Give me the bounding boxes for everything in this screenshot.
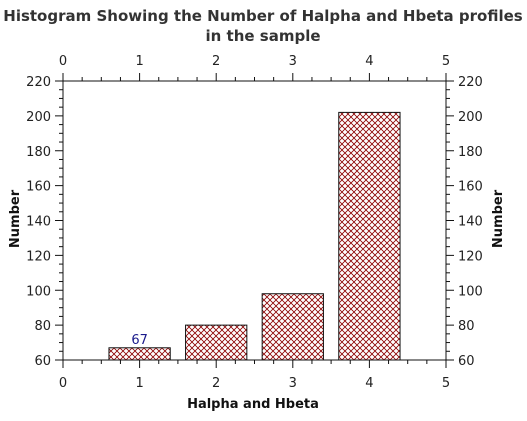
x-tick-label-top: 3 xyxy=(289,54,297,69)
x-tick-label-top: 2 xyxy=(212,54,220,69)
x-tick-label-top: 4 xyxy=(365,54,373,69)
x-tick-label-bottom: 4 xyxy=(365,376,373,391)
y-tick-label-right: 160 xyxy=(458,180,483,195)
x-tick-label-top: 0 xyxy=(59,54,67,69)
x-tick-label-bottom: 3 xyxy=(289,376,297,391)
y-tick-label-right: 60 xyxy=(458,354,475,369)
y-tick-label-right: 100 xyxy=(458,284,483,299)
y-tick-label-left: 140 xyxy=(26,215,51,230)
y-axis-label-left: Number xyxy=(8,189,23,248)
bar-3 xyxy=(261,293,324,361)
y-tick-label-left: 60 xyxy=(34,354,51,369)
y-tick-label-left: 160 xyxy=(26,180,51,195)
y-tick-label-left: 220 xyxy=(26,75,51,90)
y-tick-label-right: 220 xyxy=(458,75,483,90)
y-tick-label-right: 80 xyxy=(458,319,475,334)
bar-4 xyxy=(338,111,401,361)
y-tick-label-right: 120 xyxy=(458,249,483,264)
chart-title-line-2: in the sample xyxy=(205,27,320,45)
y-axis-label-right: Number xyxy=(491,189,506,248)
chart-title-line-1: Histogram Showing the Number of Halpha a… xyxy=(3,7,523,25)
data-label-1: 67 xyxy=(131,333,148,348)
x-tick-label-top: 1 xyxy=(135,54,143,69)
y-tick-label-left: 200 xyxy=(26,110,51,125)
y-tick-label-left: 100 xyxy=(26,284,51,299)
y-tick-label-left: 80 xyxy=(34,319,51,334)
y-tick-label-left: 180 xyxy=(26,145,51,160)
bar-1 xyxy=(108,347,171,361)
x-tick-label-top: 5 xyxy=(442,54,450,69)
x-axis-label: Halpha and Hbeta xyxy=(187,397,319,412)
x-tick-label-bottom: 0 xyxy=(59,376,67,391)
y-tick-label-right: 200 xyxy=(458,110,483,125)
x-tick-label-bottom: 2 xyxy=(212,376,220,391)
bar-2 xyxy=(185,324,248,361)
y-tick-label-left: 120 xyxy=(26,249,51,264)
y-tick-label-right: 140 xyxy=(458,215,483,230)
x-tick-label-bottom: 1 xyxy=(135,376,143,391)
x-tick-label-bottom: 5 xyxy=(442,376,450,391)
y-tick-label-right: 180 xyxy=(458,145,483,160)
